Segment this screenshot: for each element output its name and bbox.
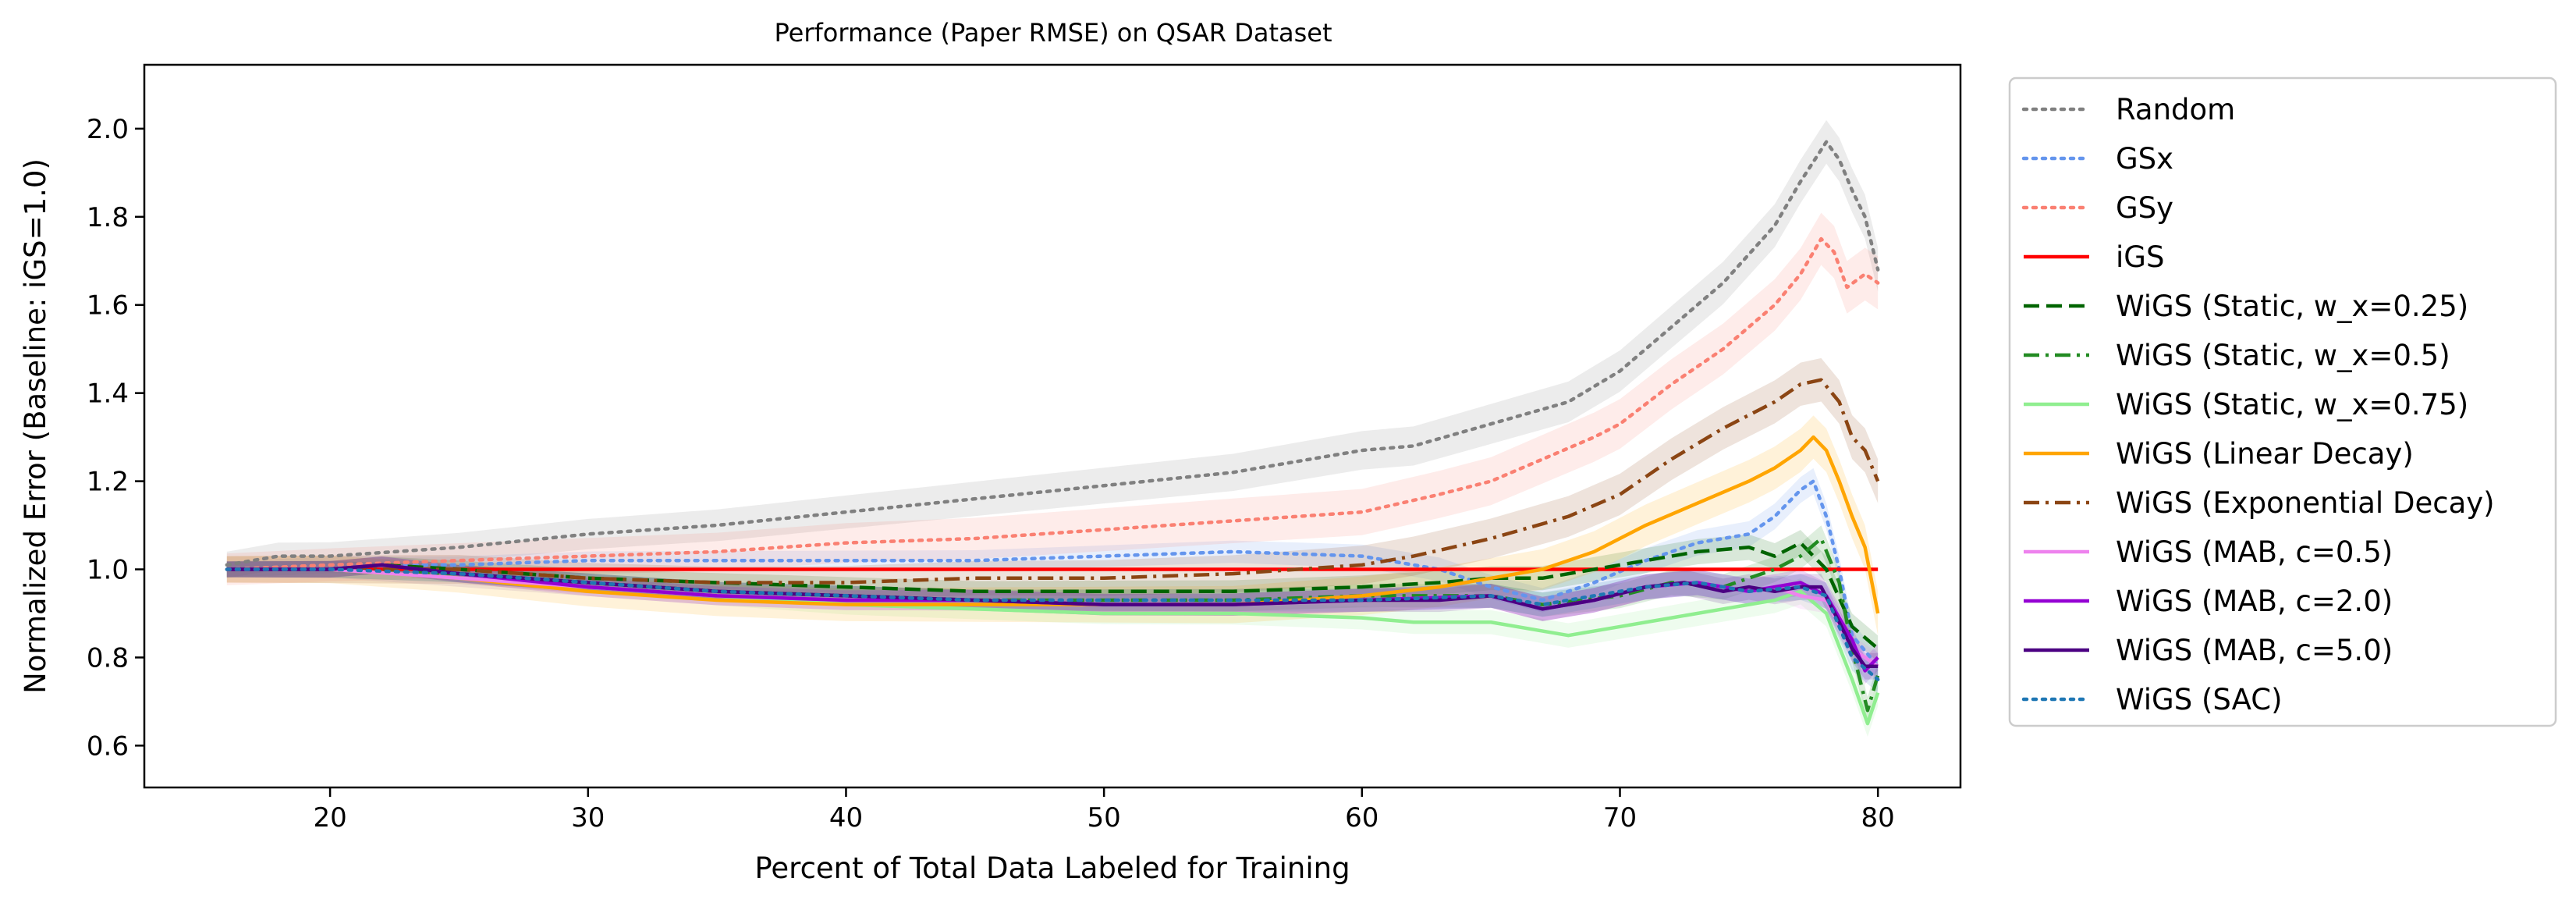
y-tick-label: 1.4 bbox=[87, 379, 129, 410]
x-axis-ticks: 20 30 40 50 60 70 80 bbox=[313, 787, 1895, 834]
y-axis-label: Normalized Error (Baseline: iGS=1.0) bbox=[19, 158, 52, 694]
chart-title: Performance (Paper RMSE) on QSAR Dataset bbox=[775, 18, 1332, 48]
y-tick-label: 0.8 bbox=[87, 642, 129, 674]
x-axis-label: Percent of Total Data Labeled for Traini… bbox=[754, 851, 1350, 885]
confidence-bands bbox=[226, 119, 1879, 738]
band-wigs-mab-c-2-0 bbox=[226, 556, 1879, 684]
series-line-random bbox=[225, 140, 1880, 567]
legend-frame bbox=[2008, 76, 2557, 727]
series-line-gsx bbox=[225, 479, 1880, 668]
legend-label: GSy bbox=[2116, 191, 2173, 225]
legend: Random GSx GSy iGS WiGS (Static, w_x=0.25) Wi… bbox=[2008, 76, 2557, 727]
y-tick-label: 2.0 bbox=[87, 114, 129, 145]
x-tick-label: 60 bbox=[1345, 802, 1378, 834]
plot-area-frame bbox=[143, 63, 1962, 789]
y-tick-label: 0.6 bbox=[87, 730, 129, 762]
x-tick-label: 80 bbox=[1861, 802, 1895, 834]
series-line-wigs-exponential-decay bbox=[226, 378, 1880, 585]
band-random bbox=[226, 119, 1879, 578]
legend-label: WiGS (MAB, c=5.0) bbox=[2116, 634, 2393, 667]
legend-label: WiGS (Static, w_x=0.25) bbox=[2116, 290, 2468, 323]
y-axis-ticks: 0.6 0.8 1.0 1.2 1.4 1.6 1.8 2.0 bbox=[87, 114, 144, 762]
legend-label: Random bbox=[2116, 93, 2235, 126]
legend-label: iGS bbox=[2116, 240, 2164, 274]
x-tick-label: 20 bbox=[313, 802, 346, 834]
x-tick-label: 50 bbox=[1088, 802, 1121, 834]
series-line-gsy bbox=[225, 236, 1880, 571]
y-tick-label: 1.8 bbox=[87, 202, 129, 233]
y-tick-label: 1.2 bbox=[87, 467, 129, 498]
band-wigs-static-w-x-0-25 bbox=[226, 530, 1879, 663]
band-gsy bbox=[226, 212, 1879, 585]
band-wigs-exponential-decay bbox=[226, 357, 1879, 599]
legend-label: WiGS (MAB, c=0.5) bbox=[2116, 535, 2393, 569]
legend-label: WiGS (Exponential Decay) bbox=[2116, 486, 2495, 520]
y-tick-label: 1.6 bbox=[87, 290, 129, 322]
series-lines bbox=[225, 140, 1880, 726]
legend-label: WiGS (SAC) bbox=[2116, 683, 2283, 716]
x-tick-label: 30 bbox=[571, 802, 605, 834]
legend-label: GSx bbox=[2116, 142, 2173, 176]
legend-label: WiGS (MAB, c=2.0) bbox=[2116, 585, 2393, 618]
legend-label: WiGS (Linear Decay) bbox=[2116, 437, 2414, 471]
legend-label: WiGS (Static, w_x=0.75) bbox=[2116, 388, 2468, 421]
series-line-wigs-linear-decay bbox=[226, 435, 1880, 614]
x-tick-label: 70 bbox=[1603, 802, 1637, 834]
legend-label: WiGS (Static, w_x=0.5) bbox=[2116, 339, 2450, 372]
x-tick-label: 40 bbox=[829, 802, 863, 834]
y-tick-label: 1.0 bbox=[87, 555, 129, 586]
band-wigs-static-w-x-0-75 bbox=[226, 560, 1879, 738]
series-line-wigs-sac bbox=[225, 567, 1880, 681]
